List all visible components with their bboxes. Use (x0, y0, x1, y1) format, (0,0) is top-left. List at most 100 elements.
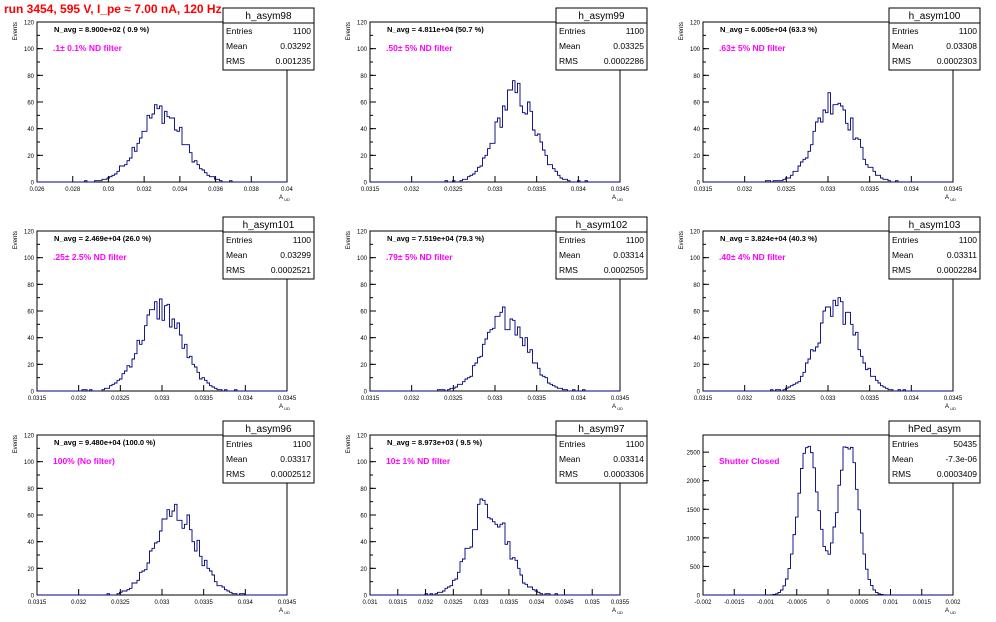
histogram-line (370, 80, 620, 183)
histogram-name: h_asym97 (578, 424, 625, 435)
stat-label: Entries (892, 26, 918, 36)
y-tick-label: 100 (24, 460, 35, 466)
stat-label: RMS (892, 469, 911, 479)
navg-label: N_avg = 9.480e+04 (100.0 %) (54, 438, 156, 447)
y-tick-label: 80 (360, 283, 367, 289)
filter-annotation: .79± 5% ND filter (386, 252, 453, 262)
stats-box (888, 231, 981, 280)
stat-label: Entries (559, 235, 585, 245)
y-tick-label: 80 (693, 74, 700, 80)
x-tick-label: 0.0315 (361, 187, 380, 193)
x-tick-label: 0.03 (103, 187, 115, 193)
stats-box (888, 435, 981, 484)
x-tick-label: 0.0315 (694, 396, 713, 402)
stat-label: RMS (559, 56, 578, 66)
x-tick-label: 0.031 (362, 600, 378, 606)
stats-box (222, 22, 315, 71)
stat-label: Mean (559, 250, 581, 260)
stat-value: 0.03314 (613, 250, 644, 260)
stats-box (222, 435, 315, 484)
y-tick-label: 1500 (687, 508, 701, 514)
filter-annotation: .50± 5% ND filter (386, 43, 453, 53)
histogram-name: h_asym98 (245, 11, 292, 22)
x-tick-label: 0.032 (71, 600, 87, 606)
stat-value: 0.03325 (613, 41, 644, 51)
y-tick-label: 100 (690, 256, 701, 262)
x-tick-label: 0.0345 (278, 396, 297, 402)
x-tick-label: -0.001 (757, 600, 775, 606)
stat-label: Entries (892, 235, 918, 245)
stat-value: -7.3e-06 (945, 454, 977, 464)
x-axis-label: A UD (279, 404, 290, 411)
stat-value: 0.03317 (280, 454, 311, 464)
x-tick-label: 0.0335 (194, 396, 213, 402)
page-title: run 3454, 595 V, I_pe ≈ 7.00 nA, 120 Hz (4, 2, 222, 16)
stats-box (555, 22, 648, 71)
stat-label: Mean (892, 250, 914, 260)
stat-value: 0.03311 (947, 250, 977, 260)
x-tick-label: 0.038 (244, 187, 260, 193)
y-tick-label: 40 (27, 336, 34, 342)
x-tick-label: 0.033 (487, 187, 503, 193)
y-tick-label: 40 (360, 127, 367, 133)
x-tick-label: -0.0015 (724, 600, 745, 606)
filter-annotation: 10± 1% ND filter (386, 456, 451, 466)
y-tick-label: 100 (357, 47, 368, 53)
y-tick-label: 100 (690, 47, 701, 53)
y-tick-label: 0 (364, 181, 368, 187)
histogram-panel-h_asym99: 0 20 40 60 80 100 120 0.0315 0.032 0.0325 0.033 0.0… (346, 7, 648, 202)
y-tick-label: 80 (360, 74, 367, 80)
y-tick-label: 20 (360, 567, 367, 573)
y-axis-label: Events (346, 435, 352, 453)
x-tick-label: 0.028 (65, 187, 81, 193)
x-tick-label: 0.032 (137, 187, 153, 193)
stat-value: 1100 (626, 439, 645, 449)
y-tick-label: 80 (27, 487, 34, 493)
histogram-name: h_asym101 (243, 220, 295, 231)
y-axis-label: Events (13, 435, 19, 453)
x-axis-label: A UD (945, 195, 956, 202)
stat-value: 0.03299 (280, 250, 311, 260)
histogram-panel-h_asym96: 0 20 40 60 80 100 120 0.0315 0.032 0.0325 0.033 0.0… (13, 420, 315, 615)
y-tick-label: 80 (693, 283, 700, 289)
x-tick-label: 0.033 (820, 396, 836, 402)
navg-label: N_avg = 7.519e+04 (79.3 %) (387, 234, 485, 243)
y-tick-label: 0 (697, 181, 701, 187)
x-tick-label: 0.0325 (444, 600, 463, 606)
navg-label: N_avg = 8.900e+02 ( 0.9 %) (54, 25, 150, 34)
x-tick-label: 0.032 (418, 600, 434, 606)
stat-value: 0.001235 (276, 56, 312, 66)
x-tick-label: 0.0015 (913, 600, 932, 606)
x-tick-label: 0.034 (529, 600, 545, 606)
x-axis-label: A UD (612, 608, 623, 615)
x-tick-label: 0.0345 (555, 600, 574, 606)
stat-label: RMS (892, 265, 911, 275)
x-tick-label: 0.034 (571, 187, 587, 193)
y-tick-label: 120 (357, 230, 368, 236)
y-tick-label: 40 (27, 540, 34, 546)
x-tick-label: 0.033 (820, 187, 836, 193)
stat-value: 50435 (953, 439, 977, 449)
y-axis-label: Events (13, 22, 19, 40)
y-tick-label: 500 (690, 565, 701, 571)
x-tick-label: -0.0005 (787, 600, 808, 606)
x-axis-label: A UD (612, 404, 623, 411)
y-tick-label: 20 (360, 363, 367, 369)
y-axis-label: Events (13, 231, 19, 249)
y-tick-label: 40 (27, 127, 34, 133)
x-tick-label: 0.035 (585, 600, 601, 606)
y-tick-label: 2500 (687, 451, 701, 457)
histogram-panel-h_asym101: 0 20 40 60 80 100 120 0.0315 0.032 0.0325 0.033 0.0… (13, 216, 315, 411)
y-tick-label: 80 (360, 487, 367, 493)
x-tick-label: 0.0345 (278, 600, 297, 606)
histogram-line (37, 298, 287, 392)
x-tick-label: 0.001 (883, 600, 899, 606)
x-tick-label: 0 (826, 600, 830, 606)
x-tick-label: 0.0315 (28, 396, 47, 402)
y-tick-label: 120 (24, 21, 35, 27)
histogram-name: h_asym100 (909, 11, 961, 22)
y-tick-label: 120 (357, 21, 368, 27)
y-tick-label: 40 (693, 336, 700, 342)
x-tick-label: -0.002 (694, 600, 712, 606)
